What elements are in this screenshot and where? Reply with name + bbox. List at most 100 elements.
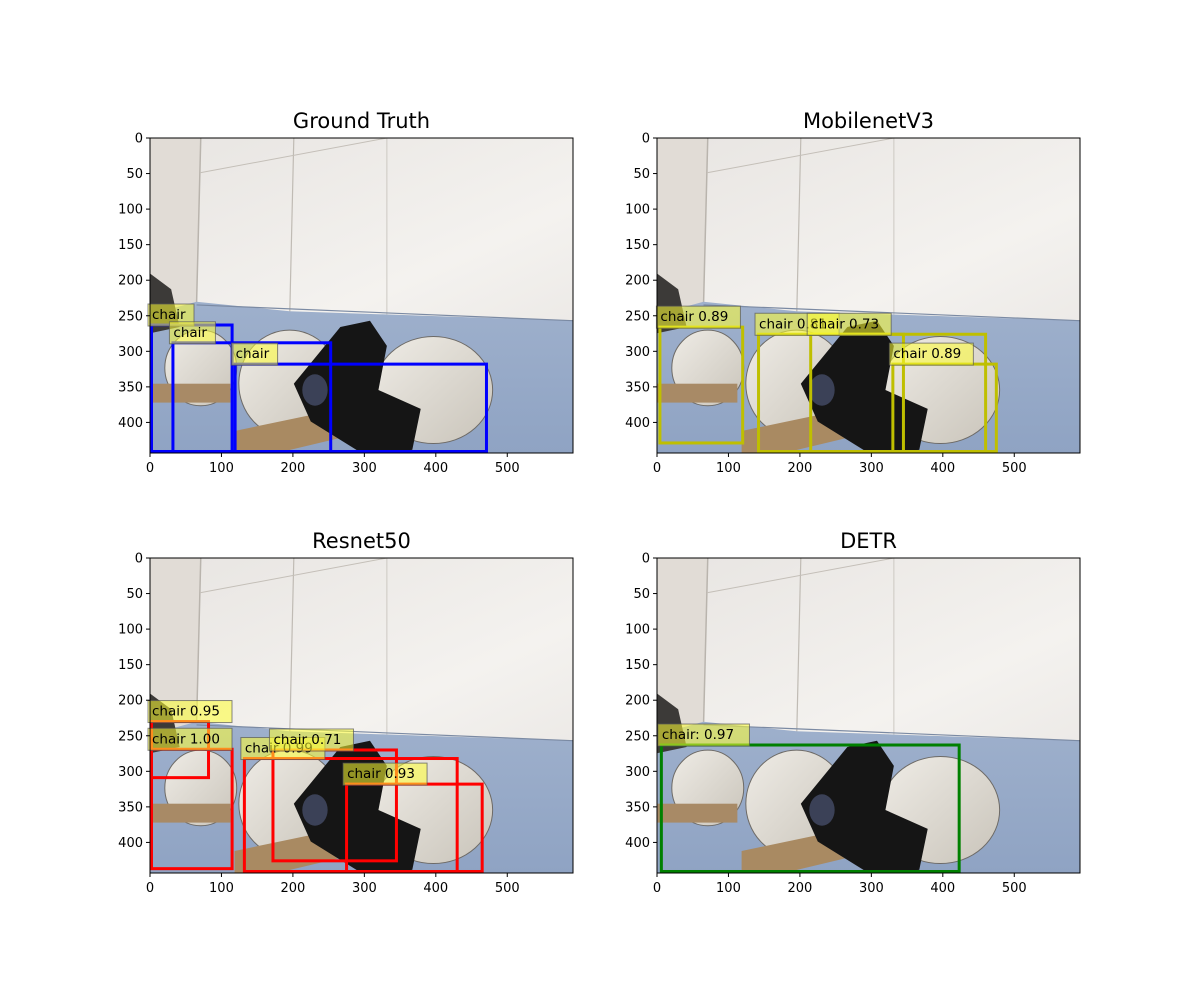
y-tick-label: 50 — [126, 167, 143, 182]
y-tick-label: 400 — [118, 416, 143, 431]
photo-desk — [657, 803, 738, 823]
photo-wall-line — [795, 558, 802, 741]
photo — [657, 558, 1080, 873]
photo-wall-line — [795, 138, 802, 321]
detection-label-bg — [657, 723, 750, 747]
detection-label: chair — [173, 325, 207, 341]
detection-label: chair 0.71 — [273, 732, 341, 748]
detection-label-bg — [342, 762, 428, 786]
x-tick-label: 100 — [209, 881, 234, 896]
photo-left-wall — [657, 138, 708, 315]
axes-frame — [656, 137, 1081, 454]
y-tick-label: 200 — [118, 274, 143, 289]
y-tick-label: 100 — [118, 623, 143, 638]
detection-label: chair: 0.97 — [662, 727, 734, 743]
x-tick-label: 200 — [787, 881, 812, 896]
x-tick-label: 200 — [787, 461, 812, 476]
detection-label: chair — [152, 307, 186, 323]
photo-baseboard — [196, 724, 573, 742]
y-tick-label: 200 — [118, 694, 143, 709]
photo-backpack — [800, 740, 928, 873]
y-tick-label: 250 — [625, 729, 650, 744]
photo-left-wall — [150, 138, 201, 315]
photo — [657, 138, 1080, 453]
photo-backpack — [293, 740, 421, 873]
y-tick-label: 150 — [118, 658, 143, 673]
y-tick-label: 100 — [118, 203, 143, 218]
x-tick-label: 200 — [280, 881, 305, 896]
axes-frame — [656, 557, 1081, 874]
photo-baseboard — [703, 724, 1080, 742]
panel-3: chair: 0.97 0 100 200 300 400 500 0 50 100 150 200 2… — [625, 529, 1081, 896]
y-tick-label: 100 — [625, 203, 650, 218]
y-tick-label: 150 — [118, 238, 143, 253]
detection-label-bg — [268, 728, 354, 752]
photo-wall-line — [195, 558, 202, 725]
x-tick-label: 300 — [859, 461, 884, 476]
x-tick-label: 200 — [280, 461, 305, 476]
x-tick-label: 400 — [930, 461, 955, 476]
detection-label-bg — [147, 700, 233, 724]
x-tick-label: 0 — [146, 461, 154, 476]
y-tick-label: 350 — [625, 380, 650, 395]
detection-box — [659, 743, 961, 873]
photo-wall-line — [200, 138, 387, 174]
x-tick-label: 400 — [423, 461, 448, 476]
detection-label-bg — [168, 321, 216, 345]
y-tick-label: 50 — [126, 587, 143, 602]
photo-backpack-strap — [809, 794, 835, 826]
panel-title: Resnet50 — [312, 529, 411, 553]
y-tick-label: 50 — [633, 167, 650, 182]
panel-0: chair chair chair 0 100 200 300 400 500 0 50 100 150… — [118, 109, 574, 476]
detection-label-bg — [147, 727, 233, 751]
y-tick-label: 350 — [118, 380, 143, 395]
detection-label-bg — [806, 312, 892, 336]
y-tick-label: 300 — [118, 345, 143, 360]
y-tick-label: 300 — [625, 345, 650, 360]
x-tick-label: 300 — [352, 881, 377, 896]
photo-backpack-strap — [302, 794, 328, 826]
photo-wall-line — [707, 558, 894, 594]
x-tick-label: 300 — [859, 881, 884, 896]
y-tick-label: 200 — [625, 274, 650, 289]
y-tick-label: 250 — [118, 309, 143, 324]
photo-backpack — [293, 320, 421, 453]
axes-frame — [149, 137, 574, 454]
x-tick-label: 500 — [495, 461, 520, 476]
x-tick-label: 100 — [716, 881, 741, 896]
photo-desk — [150, 803, 231, 823]
photo-wall-line — [288, 138, 295, 321]
y-tick-label: 400 — [625, 416, 650, 431]
photo-wall-line — [702, 138, 709, 305]
detection-label-bg — [231, 342, 279, 366]
y-tick-label: 300 — [118, 765, 143, 780]
x-tick-label: 400 — [930, 881, 955, 896]
photo-backpack — [800, 320, 928, 453]
x-tick-label: 0 — [146, 881, 154, 896]
detection-label-bg — [888, 342, 974, 366]
y-tick-label: 250 — [118, 729, 143, 744]
detection-label: chair 0.89 — [893, 346, 961, 362]
y-tick-label: 0 — [135, 132, 143, 147]
panel-title: Ground Truth — [293, 109, 430, 133]
photo-wall-line — [707, 138, 894, 174]
photo-wall-line — [288, 558, 295, 741]
y-tick-label: 400 — [625, 836, 650, 851]
y-tick-label: 300 — [625, 765, 650, 780]
y-tick-label: 150 — [625, 658, 650, 673]
y-tick-label: 0 — [642, 552, 650, 567]
photo-baseboard — [196, 304, 573, 322]
detection-box — [233, 362, 488, 453]
detection-label: chair 0.95 — [152, 704, 220, 720]
x-tick-label: 0 — [653, 881, 661, 896]
photo-desk — [150, 383, 231, 403]
detection-label: chair 0.73 — [811, 316, 879, 332]
photo-desk — [657, 383, 738, 403]
detection-label: chair 0.89 — [660, 309, 728, 325]
x-tick-label: 0 — [653, 461, 661, 476]
photo-wall-line — [200, 558, 387, 594]
photo-left-wall — [657, 558, 708, 735]
x-tick-label: 500 — [1002, 461, 1027, 476]
photo-wall-line — [702, 558, 709, 725]
